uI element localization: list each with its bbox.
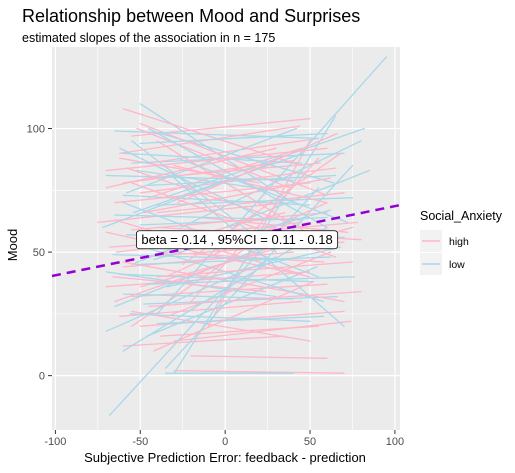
slope-line-high [176, 132, 338, 204]
slope-line-high [131, 211, 328, 231]
chart-subtitle: estimated slopes of the association in n… [22, 31, 275, 45]
slope-line-low [119, 147, 264, 219]
slope-line-high [153, 281, 315, 352]
slope-line-high [159, 325, 320, 337]
slope-line-low [105, 174, 294, 182]
y-axis-title: Mood [5, 229, 20, 262]
slope-line-high [173, 320, 352, 342]
x-axis-ticks: -100 -50 0 50 100 [44, 430, 404, 448]
x-tick-label: -100 [44, 436, 66, 448]
legend-entries: high low [420, 230, 469, 275]
slope-line-high [173, 164, 328, 204]
slope-line-high [114, 239, 294, 303]
slope-line-low [156, 56, 388, 315]
x-tick-label: 50 [304, 436, 316, 448]
slope-line-high [148, 290, 362, 308]
slope-line-high [122, 335, 286, 347]
slope-line-low [109, 187, 320, 416]
slope-line-high [156, 261, 354, 278]
slope-line-high [105, 271, 311, 288]
slope-line-high [105, 147, 277, 189]
legend-title: Social_Anxiety [420, 209, 503, 223]
chart-title: Relationship between Mood and Surprises [22, 6, 360, 26]
legend: Social_Anxiety high low [420, 209, 503, 275]
beta-annotation: beta = 0.14 , 95%CI = 0.11 - 0.18 [135, 230, 339, 250]
x-axis-title: Subjective Prediction Error: feedback - … [84, 450, 366, 465]
slope-line-low [112, 253, 287, 261]
slope-line-low [114, 130, 320, 140]
slope-line-low [119, 273, 315, 283]
slope-line-low [166, 246, 342, 288]
annotation-text: beta = 0.14 , 95%CI = 0.11 - 0.18 [141, 232, 332, 247]
slope-line-high [119, 300, 303, 317]
slope-line-high [136, 127, 291, 189]
y-tick-label: 0 [39, 371, 45, 383]
slope-line-high [190, 355, 328, 359]
slope-line-high [148, 137, 320, 164]
slope-line-low [180, 140, 362, 229]
slope-line-high [156, 192, 345, 214]
y-tick-label: 50 [33, 247, 45, 259]
slope-line-high [173, 370, 345, 374]
slope-line-low [132, 152, 304, 214]
slope-line-low [126, 127, 298, 194]
y-tick-label: 100 [27, 124, 45, 136]
slope-line-high [114, 182, 311, 204]
x-tick-label: 100 [386, 436, 404, 448]
slope-segments [97, 56, 388, 416]
x-tick-label: 0 [222, 436, 228, 448]
annotation-box [135, 230, 339, 250]
slope-line-low [114, 214, 303, 221]
x-tick-label: -50 [132, 436, 148, 448]
slope-line-low [131, 152, 345, 164]
slope-line-high [112, 276, 267, 293]
slope-line-low [176, 157, 349, 224]
legend-label-low: low [449, 259, 465, 271]
y-axis-ticks: 0 50 100 [27, 124, 52, 383]
slope-line-low [156, 315, 325, 325]
slope-line-high [122, 108, 303, 167]
slope-line-high [105, 147, 328, 172]
legend-label-high: high [449, 236, 469, 248]
slope-line-low [129, 313, 311, 322]
slope-line-low [139, 132, 328, 145]
